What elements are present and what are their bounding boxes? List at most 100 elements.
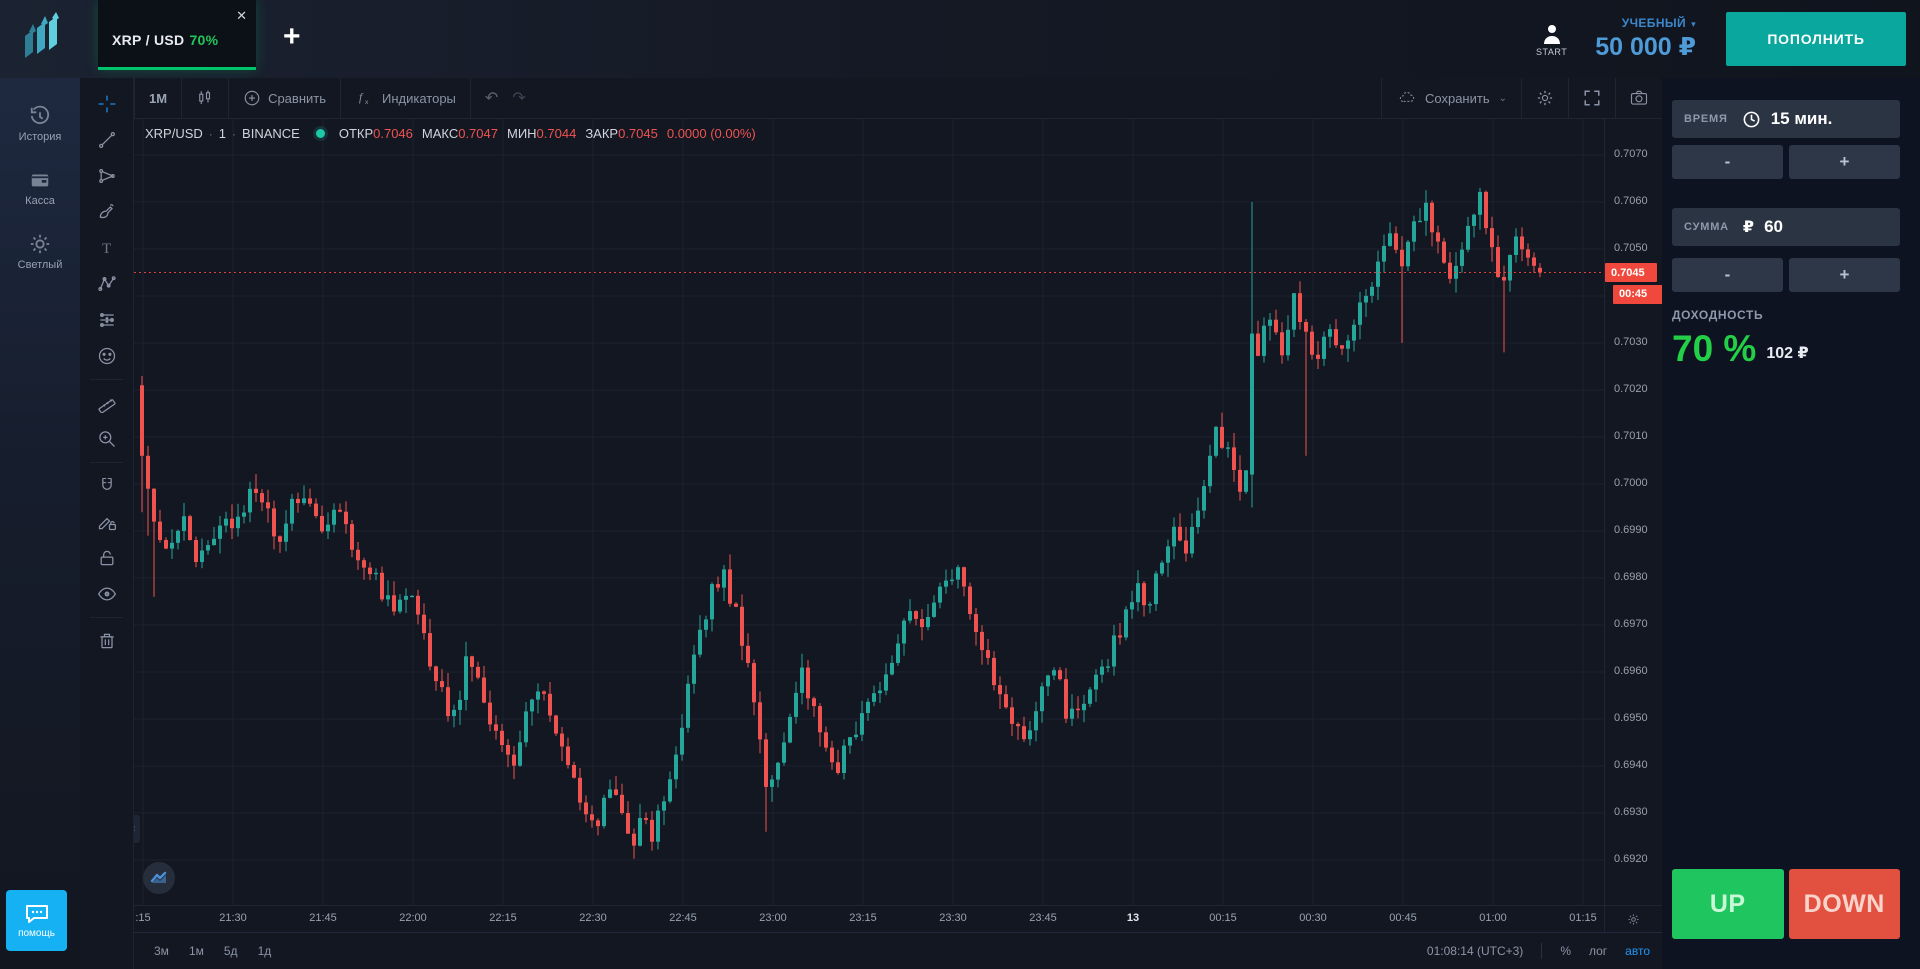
fullscreen-icon [1583,89,1601,107]
svg-text:x: x [365,99,369,106]
legend-separator: · [208,126,213,141]
clock[interactable]: 01:08:14 (UTC+3) [1426,944,1524,958]
chart-toolbar-right: Сохранить ⌄ [1381,78,1662,118]
range-5д[interactable]: 5д [223,944,238,958]
sidebar-item-касса[interactable]: Касса [0,156,80,220]
logo-icon [25,12,59,58]
up-button[interactable]: UP [1672,869,1784,939]
amount-value: 60 [1764,217,1783,236]
sidebar-item-светлый[interactable]: Светлый [0,220,80,284]
trade-buttons: UP DOWN [1672,869,1900,939]
toolbar-separator [90,617,123,618]
tool-brush-button[interactable] [80,194,134,230]
time-plus-button[interactable]: + [1789,145,1900,179]
price-tick: 0.6970 [1614,618,1648,630]
toolbar-separator [90,462,123,463]
start-label: START [1536,46,1568,57]
tool-trash-button[interactable] [80,623,134,659]
help-label: помощь [18,928,55,939]
zoom-in-icon [97,429,117,449]
toolbar-separator [90,379,123,380]
tool-draw-lock-button[interactable] [80,504,134,540]
help-button[interactable]: помощь [6,890,67,951]
profile-button[interactable]: START [1536,22,1567,57]
snapshot-button[interactable] [1615,78,1662,118]
chart-settings-button[interactable] [1521,78,1568,118]
tool-lock-button[interactable] [80,540,134,576]
tool-crosshair-button[interactable] [80,86,134,122]
log-scale-toggle[interactable]: лог [1588,944,1608,958]
chart-type-button[interactable] [182,78,230,118]
time-stepper: - + [1672,145,1900,179]
tool-ruler-button[interactable] [80,385,134,421]
time-minus-button[interactable]: - [1672,145,1783,179]
close-icon[interactable]: ✕ [236,8,247,23]
history-icon [29,105,51,127]
time-tick: 01:15 [1569,912,1597,924]
sidebar-item-label: Светлый [17,259,63,271]
range-1м[interactable]: 1м [188,944,204,958]
tab-xrp-usd[interactable]: ✕ XRP / USD 70% [98,0,256,70]
crosshair-icon [97,94,117,114]
compare-label: Сравнить [268,90,326,106]
chart-pane[interactable]: XRP/USD · 1 · BINANCE ОТКР0.7046 МАКС0.70… [127,119,1604,905]
axis-settings-corner [1604,905,1662,932]
save-layout-button[interactable]: Сохранить ⌄ [1381,78,1521,118]
tab-symbol: XRP / USD [112,32,185,48]
add-tab-button[interactable]: + [283,20,301,53]
compare-button[interactable]: Сравнить [229,78,341,118]
tool-zoom-in-button[interactable] [80,421,134,457]
price-tick: 0.6960 [1614,665,1648,677]
payout-row: 70 % 102 ₽ [1672,330,1809,367]
amount-minus-button[interactable]: - [1672,258,1783,292]
down-button[interactable]: DOWN [1788,869,1900,939]
range-switcher: 3м 1м 5д 1д [154,944,271,958]
sidebar-item-label: История [18,131,62,143]
account-switcher[interactable]: УЧЕБНЫЙ ▾ 50 000 ₽ [1595,16,1696,62]
gear-icon [1536,89,1554,107]
tool-text-button[interactable]: T [80,230,134,266]
price-tick: 0.6980 [1614,571,1648,583]
tool-eye-button[interactable] [80,576,134,612]
axis-settings-icon[interactable] [1627,913,1640,926]
auto-scale-toggle[interactable]: авто [1625,944,1650,958]
time-tick: 23:30 [939,912,967,924]
tool-position-button[interactable] [80,302,134,338]
ruler-icon [97,393,117,413]
topbar-right: START УЧЕБНЫЙ ▾ 50 000 ₽ ПОПОЛНИТЬ [1536,0,1920,78]
amount-plus-button[interactable]: + [1789,258,1900,292]
trash-icon [97,631,117,651]
tool-trend-line-button[interactable] [80,122,134,158]
app-logo[interactable] [22,12,62,64]
smiley-icon [97,346,117,366]
svg-text:T: T [102,241,111,257]
expiry-time-box[interactable]: ВРЕМЯ 15 мин. [1672,100,1900,138]
indicators-label: Индикаторы [382,90,456,106]
sidebar-item-история[interactable]: История [0,92,80,156]
fullscreen-button[interactable] [1568,78,1615,118]
save-label: Сохранить [1425,90,1490,106]
undo-button[interactable]: ↶ [484,90,499,107]
time-tick: 00:45 [1389,912,1417,924]
interval-button[interactable]: 1М [134,78,183,118]
price-axis[interactable]: 0.7070 0.7060 0.7050 0.7030 0.7020 0.7010 0.70… [1604,119,1663,905]
tool-fib-button[interactable] [80,158,134,194]
tool-smiley-button[interactable] [80,338,134,374]
time-axis[interactable]: :15 21:30 21:45 22:00 22:15 22:30 22:45 23:00 23… [134,905,1604,932]
amount-label: СУММА [1684,221,1729,233]
payout-amount: 102 ₽ [1766,345,1809,362]
percent-scale-toggle[interactable]: % [1560,944,1571,958]
range-1д[interactable]: 1д [257,944,272,958]
tool-xabcd-button[interactable] [80,266,134,302]
legend-field-ОТКР: ОТКР0.7046 [338,126,413,141]
tool-magnet-button[interactable] [80,468,134,504]
deposit-button[interactable]: ПОПОЛНИТЬ [1726,12,1906,66]
cloud-icon [1396,90,1418,106]
legend-field-ЗАКР: ЗАКР0.7045 [585,126,658,141]
chart-watermark-icon[interactable] [143,862,175,894]
amount-box[interactable]: СУММА ₽ 60 [1672,208,1900,246]
drawing-toolbar: T [80,78,134,969]
redo-button[interactable]: ↷ [512,90,526,107]
range-3м[interactable]: 3м [154,944,169,958]
